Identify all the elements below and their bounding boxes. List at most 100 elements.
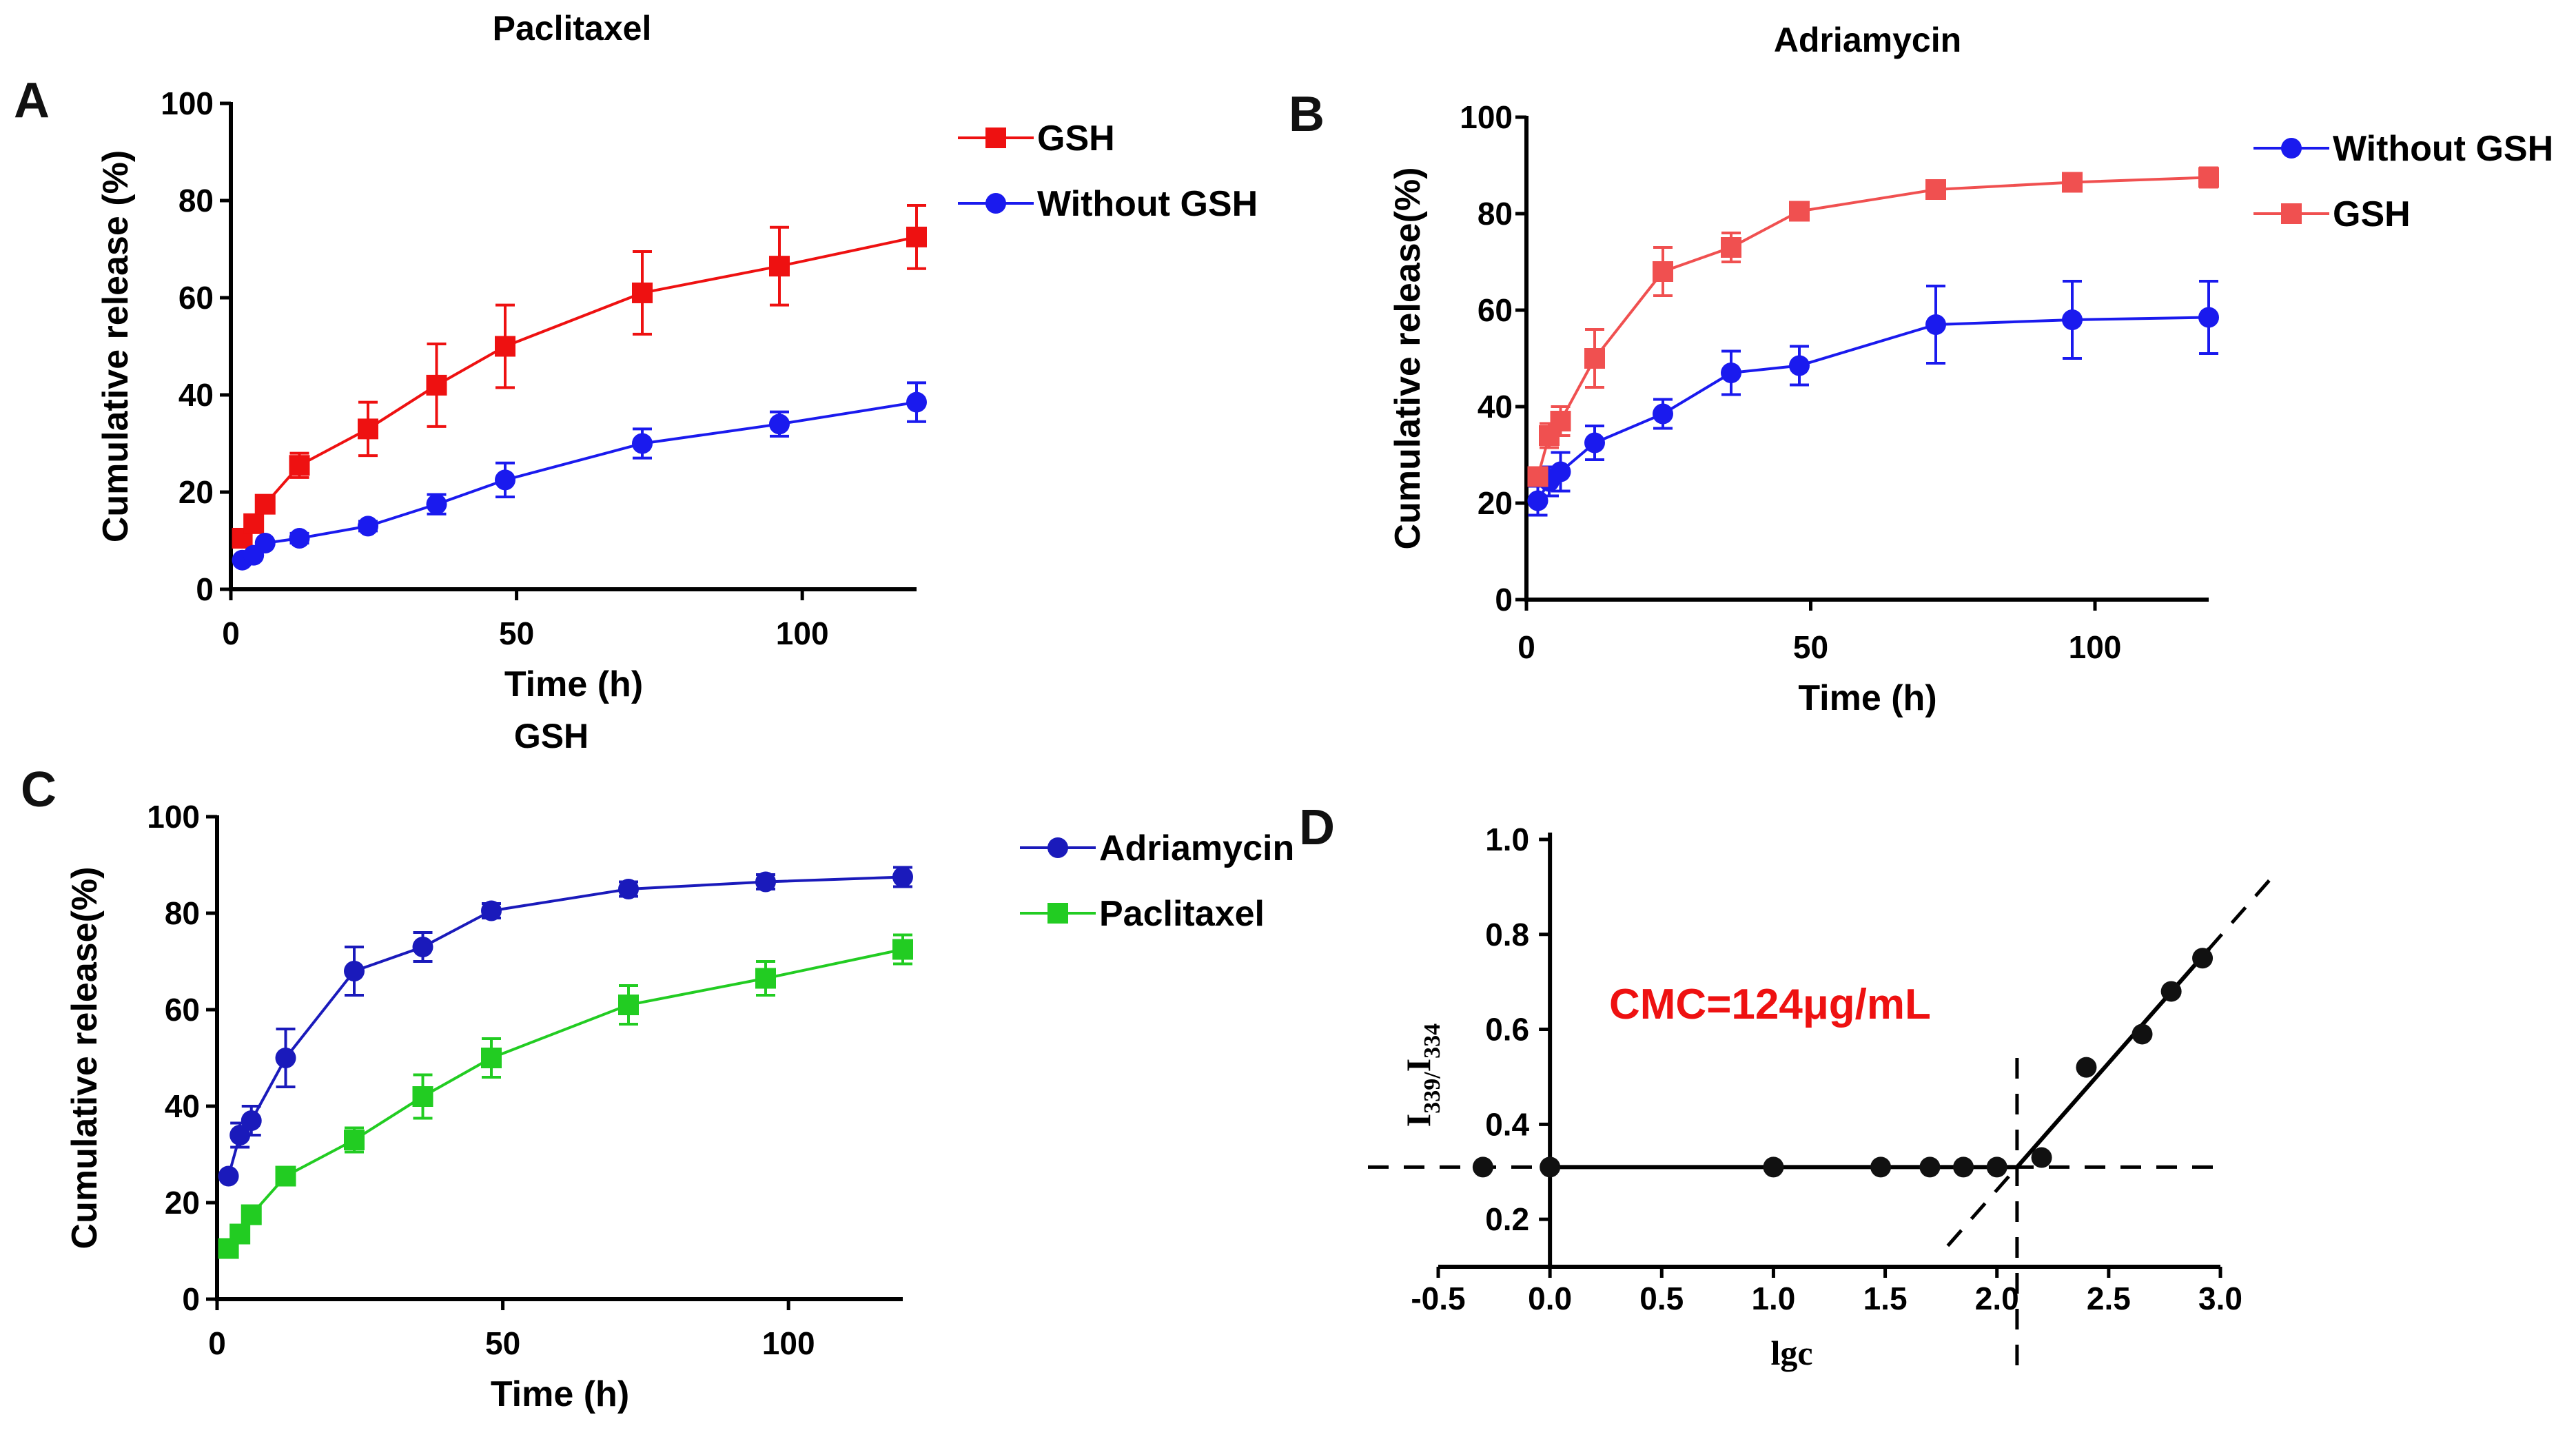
data-point [1789,355,1810,376]
data-point [1550,411,1571,431]
data-point [1472,1156,1493,1178]
legend-label: GSH [2333,194,2411,234]
y-tick-label: 60 [1478,292,1513,328]
y-tick-label: 20 [165,1185,200,1221]
data-point [289,455,310,476]
legend-marker [2281,203,2302,224]
x-axis-label: Time (h) [1798,678,1936,718]
y-tick-label: 100 [147,799,200,835]
y-tick-label: 0.4 [1485,1106,1529,1142]
x-tick-label: 0 [1517,629,1535,665]
panel-a: Paclitaxel A 0 20 40 60 80 100 0 50 100 Time (h) Cum… [14,9,1258,704]
series-without-gsh [232,381,927,571]
data-point [632,433,653,454]
x-tick-label: 50 [485,1325,520,1361]
x-tick-label: 100 [2069,629,2122,665]
y-tick-label: 0.2 [1485,1201,1529,1237]
steep-fit-line [2015,947,2211,1169]
data-point [344,1130,365,1150]
series-line [227,948,903,1250]
y-axis-label-symbol: I [1399,1114,1438,1127]
x-tick-label: 0 [222,615,240,651]
legend-label: Paclitaxel [1099,894,1265,934]
data-point [358,418,378,440]
y-axis-label-subscript: 334 [1420,1023,1445,1059]
x-tick-label: 100 [762,1325,815,1361]
y-axis-label: Cumulative release(%) [1388,167,1428,550]
legend-marker [985,128,1006,148]
data-point [1540,1156,1561,1178]
data-point [892,866,913,888]
x-tick-label: 0.5 [1639,1281,1684,1316]
data-point [1953,1156,1974,1178]
cmc-annotation: CMC=124μg/mL [1609,981,1931,1028]
y-tick-label: 0 [1495,582,1513,618]
x-axis-label: lgc [1770,1334,1812,1372]
series-line [241,235,917,540]
x-tick-label: 100 [776,615,829,651]
data-point [481,1048,502,1068]
series-gsh [232,204,927,549]
data-point [1527,490,1548,511]
panel-c: GSH C 0 20 40 60 80 100 0 50 100 Time (h) Cumulative… [21,717,1294,1414]
data-point [755,968,776,989]
data-point [618,879,639,899]
y-tick-label: 60 [165,992,200,1028]
y-tick-label: 20 [1478,485,1513,521]
data-point [426,493,447,515]
data-point [2031,1147,2052,1168]
steep-fit-extension-dashed [1946,879,2271,1247]
panel-letter: A [14,73,50,128]
legend-marker [1047,837,1068,858]
y-tick-label: 60 [178,280,214,316]
y-tick-label: 40 [165,1088,200,1124]
legend-marker [985,193,1006,214]
y-tick-label: 100 [1460,99,1513,135]
data-point [2198,307,2219,328]
data-point [1653,403,1673,425]
data-point [2062,309,2083,330]
data-point [243,513,265,534]
data-point [229,1223,251,1245]
data-point [275,1165,296,1187]
x-axis-label: Time (h) [504,664,643,704]
series-without-gsh [1527,280,2219,517]
chart-title: GSH [514,717,589,755]
x-tick-label: 2.0 [1975,1281,2019,1316]
data-point [1870,1156,1892,1178]
data-point [1584,348,1605,369]
x-tick-label: 2.5 [2087,1281,2131,1316]
legend-marker [2281,138,2302,159]
x-tick-label: 50 [499,615,534,651]
data-point [769,256,790,277]
y-tick-label: 40 [1478,389,1513,425]
data-point [1925,179,1946,200]
data-point [618,995,639,1015]
x-tick-label: 3.0 [2198,1281,2242,1316]
y-tick-label: 0 [182,1281,200,1317]
y-tick-label: 80 [178,183,214,218]
data-point [358,516,378,537]
panel-letter: C [21,762,57,817]
data-point [254,493,276,515]
y-axis-label: Cumulative release (%) [96,150,136,542]
series-paclitaxel [218,933,913,1259]
y-axis-label: I339/I334 [1399,1023,1445,1127]
chart-title: Paclitaxel [493,9,652,48]
data-point [769,414,790,435]
data-point [344,961,365,981]
data-point [289,527,310,549]
y-axis-label: Cumulative release(%) [65,867,105,1250]
data-point [2062,172,2083,193]
data-point [2132,1023,2153,1045]
y-tick-label: 80 [1478,196,1513,232]
y-tick-label: 0.6 [1485,1012,1529,1048]
data-point [2192,948,2214,969]
data-point [229,1125,251,1145]
data-point [241,1110,262,1131]
data-point [1789,201,1810,222]
y-axis-label-symbol: I [1399,1059,1438,1072]
data-point [481,900,502,921]
data-point [495,336,515,357]
data-point [1527,466,1548,487]
